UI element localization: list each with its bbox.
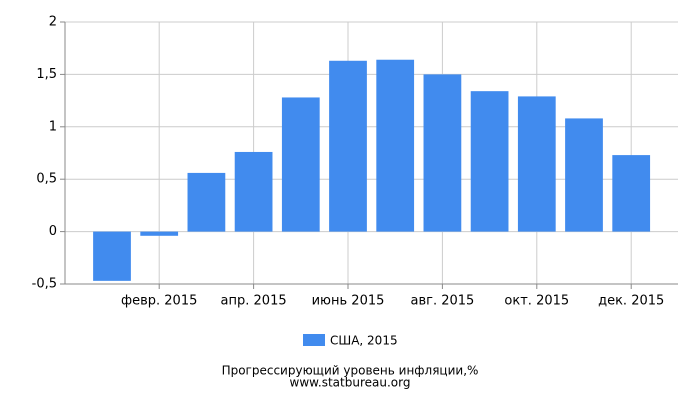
legend-swatch (303, 334, 325, 346)
y-tick-label: 1,5 (36, 67, 57, 82)
x-tick-label: апр. 2015 (221, 294, 287, 309)
bar (612, 155, 651, 232)
bar (517, 96, 556, 232)
chart-subtitle: www.statbureau.org (290, 376, 411, 390)
bar (93, 231, 131, 281)
y-tick-label: -0,5 (32, 277, 57, 292)
x-tick-label: июнь 2015 (312, 294, 385, 309)
y-tick-label: 0,5 (36, 172, 57, 187)
y-tick-label: 0 (49, 224, 57, 239)
bar (281, 97, 320, 232)
bar (187, 172, 226, 232)
x-tick-label: дек. 2015 (598, 294, 664, 309)
bar (376, 59, 415, 232)
bar (140, 231, 179, 236)
bar (234, 151, 273, 232)
x-tick-label: февр. 2015 (121, 294, 197, 309)
x-tick-label: окт. 2015 (504, 294, 569, 309)
chart-title: Прогрессирующий уровень инфляции,% (222, 364, 479, 378)
bar (329, 60, 367, 232)
bar (565, 118, 603, 232)
legend-label: США, 2015 (330, 334, 398, 348)
bar (470, 91, 509, 232)
bar (423, 74, 462, 232)
x-tick-label: авг. 2015 (410, 294, 474, 309)
y-tick-label: 2 (49, 15, 57, 30)
y-tick-label: 1 (49, 119, 57, 134)
